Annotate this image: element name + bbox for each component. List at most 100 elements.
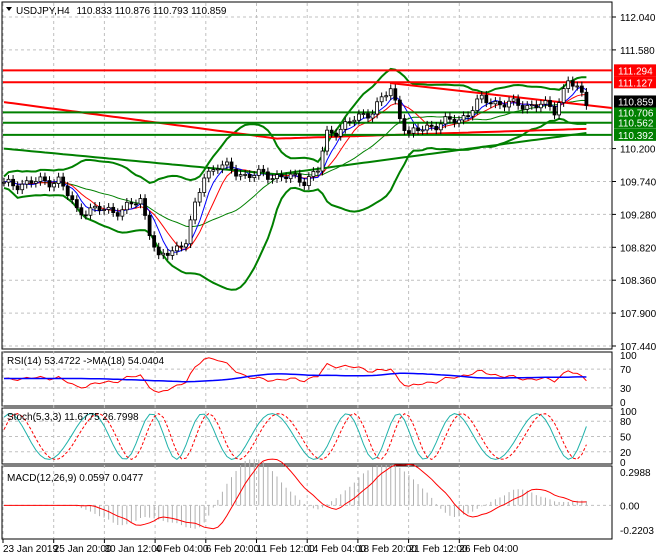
candle-body [147,215,152,236]
candle-body [457,119,461,124]
candle-body [93,205,97,209]
candle-body [220,164,225,170]
candle-body [534,104,539,109]
price-tick-label: 111.580 [620,46,655,57]
price-tick-label: 107.900 [620,309,657,320]
stoch-tick-label: 0 [620,458,626,469]
candle-body [184,243,188,248]
candle-body [507,100,511,108]
candle-body [120,209,125,217]
candle-body [247,174,252,179]
candle-body [488,102,493,105]
macd-signal-line [4,458,587,530]
candle-body [174,245,179,252]
candle-body [38,176,43,182]
candle-body [502,104,507,108]
candle-body [215,168,220,171]
price-tick-label: 112.040 [620,13,656,24]
macd-tick-label: -0.2203 [620,526,654,537]
candle-body [325,129,329,152]
x-tick-label: 18 Feb 20:00 [358,544,417,555]
candle-body [11,178,16,187]
candle-body [15,185,20,191]
candle-body [316,170,320,173]
price-tick-label: 109.280 [620,210,657,221]
collapse-triangle-icon[interactable] [6,7,12,11]
candle-body [511,98,516,102]
candle-body [70,195,75,201]
candle-body [252,175,257,179]
candle-body [179,245,184,248]
candle-body [347,121,352,124]
rsi-label: RSI(14) 53.4722 ->MA(18) 54.0404 [7,356,164,367]
candle-body [475,98,480,111]
candle-body [438,123,443,131]
candle-body [302,181,307,187]
price-label: 111.294 [618,66,653,77]
x-tick-label: 26 Feb 04:00 [459,544,518,555]
rsi-tick-label: 30 [620,384,632,395]
candle-body [29,180,34,184]
x-tick-label: 21 Feb 12:00 [409,544,468,555]
candle-body [293,173,298,176]
candle-body [188,219,193,245]
candle-body [366,113,370,119]
price-tick-label: 107.440 [620,342,657,353]
candle-body [138,198,143,205]
candle-body [97,205,102,211]
price-label-box [614,76,656,89]
candle-body [425,124,430,131]
symbol-title: USDJPY,H4 110.833 110.876 110.793 110.85… [16,6,227,17]
candle-body [329,129,334,134]
candle-body [297,173,302,183]
rsi-ma-line [4,372,587,383]
candle-body [52,183,56,188]
candle-body [402,118,407,131]
candle-body [311,171,316,177]
candle-body [197,192,202,203]
candle-body [416,127,420,132]
candle-body [134,203,138,206]
candle-body [356,113,361,121]
price-label: 110.706 [618,108,654,119]
price-label: 110.562 [618,119,654,130]
candle-body [111,206,116,214]
candle-body [275,174,279,180]
candle-body [525,105,530,110]
candle-body [206,170,211,179]
price-label: 110.392 [618,131,654,142]
candle-body [165,252,170,256]
candle-body [211,169,216,172]
price-tick-label: 109.740 [620,177,657,188]
candle-body [579,85,584,93]
candle-body [343,121,348,130]
bollinger-upper [3,67,587,184]
candle-body [279,174,284,178]
current-price-box [614,95,656,108]
candle-body [129,201,134,205]
candle-body [548,100,552,107]
candle-body [234,168,238,177]
stoch-tick-label: 80 [620,417,632,428]
candle-body [20,183,25,191]
candle-body [539,103,543,109]
candle-body [152,235,157,248]
candle-body [124,201,129,211]
rsi-tick-label: 0 [620,398,626,409]
candle-body [156,246,161,256]
candle-body [575,85,580,88]
stoch-label: Stoch(5,3,3) 11.6775 26.7998 [7,412,139,423]
candle-body [375,101,380,115]
x-tick-label: 30 Jan 12:00 [104,544,162,555]
candle-body [238,174,243,177]
ma-long-green [3,132,587,176]
candle-body [65,185,70,197]
candle-body [393,88,398,101]
candle-body [361,113,366,115]
candle-body [106,206,111,210]
candle-body [461,115,466,121]
stoch-tick-label: 20 [620,448,632,459]
candle-body [265,171,270,180]
candle-body [484,94,489,104]
